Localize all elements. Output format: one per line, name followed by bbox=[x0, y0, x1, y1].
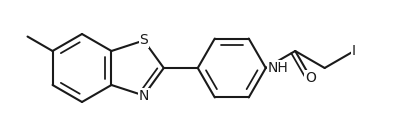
Text: I: I bbox=[351, 44, 355, 58]
Text: NH: NH bbox=[267, 61, 288, 75]
Text: O: O bbox=[304, 71, 315, 85]
Text: S: S bbox=[139, 34, 148, 47]
Text: N: N bbox=[138, 88, 149, 102]
